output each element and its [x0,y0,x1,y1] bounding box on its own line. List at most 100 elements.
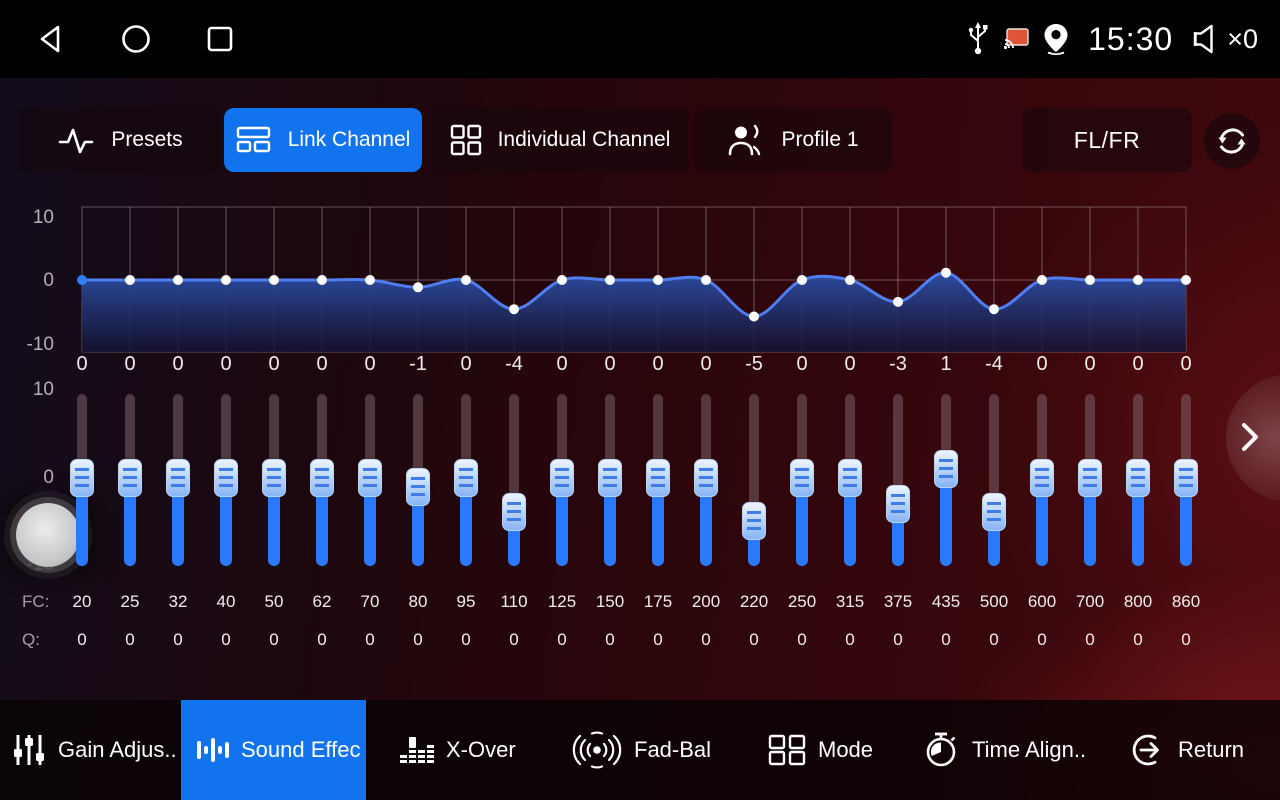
eq-gain-value: 0 [1180,353,1192,375]
eq-slider-thumb[interactable] [454,459,478,497]
eq-curve-point[interactable] [365,275,375,285]
eq-curve-point[interactable] [893,296,903,307]
eq-slider-thumb[interactable] [358,459,382,497]
eq-slider[interactable] [922,392,970,568]
channel-pair-button[interactable]: FL/FR [1022,108,1192,172]
eq-slider[interactable] [202,392,250,568]
eq-curve-point[interactable] [461,275,471,285]
eq-slider[interactable] [250,392,298,568]
eq-slider-thumb[interactable] [934,450,958,489]
eq-slider[interactable] [346,392,394,568]
eq-slider-thumb[interactable] [982,493,1006,532]
eq-slider[interactable] [154,392,202,568]
q-value: 0 [653,630,663,649]
eq-curve-point[interactable] [605,275,615,285]
eq-slider[interactable] [778,392,826,568]
fc-value: 70 [360,592,380,611]
chevron-right-icon[interactable] [1239,421,1261,453]
eq-slider[interactable] [538,392,586,568]
eq-slider-thumb[interactable] [1126,459,1150,497]
eq-slider-thumb[interactable] [166,459,190,497]
eq-slider[interactable] [874,392,922,568]
eq-curve-point[interactable] [1133,275,1143,285]
eq-curve-point[interactable] [1181,275,1191,285]
eq-slider-thumb[interactable] [310,459,334,497]
eq-curve-point[interactable] [221,275,231,285]
eq-slider-thumb[interactable] [70,459,94,497]
nav-sound-effect[interactable]: Sound Effec [181,700,366,800]
q-value: 0 [509,630,519,649]
eq-slider-thumb[interactable] [118,459,142,497]
eq-curve-point[interactable] [317,275,327,285]
eq-curve-point[interactable] [797,275,807,285]
nav-time-alignment[interactable]: Time Align.. [924,700,1086,800]
eq-curve-point[interactable] [653,275,663,285]
nav-mode[interactable]: Mode [768,700,873,800]
eq-slider-thumb[interactable] [886,484,910,523]
nav-x-over[interactable]: X-Over [398,700,516,800]
eq-slider[interactable] [730,392,778,568]
eq-curve-point[interactable] [1085,275,1095,285]
eq-slider[interactable] [1114,392,1162,568]
eq-slider-thumb[interactable] [1078,459,1102,497]
fc-row-label: FC: [22,592,50,611]
eq-slider[interactable] [970,392,1018,568]
eq-slider-thumb[interactable] [502,493,526,532]
nav-gain-adjust[interactable]: Gain Adjus.. [12,700,177,800]
tab-link-channel[interactable]: Link Channel [224,108,422,172]
eq-slider[interactable] [442,392,490,568]
eq-curve-point[interactable] [701,275,711,285]
eq-slider[interactable] [1066,392,1114,568]
eq-curve-point[interactable] [125,275,135,285]
fc-value: 20 [72,592,92,611]
eq-slider-thumb[interactable] [694,459,718,497]
eq-slider-thumb[interactable] [406,467,430,506]
eq-gain-value: 0 [1084,353,1096,375]
eq-slider-thumb[interactable] [1174,459,1198,497]
eq-slider[interactable] [634,392,682,568]
eq-slider[interactable] [394,392,442,568]
eq-slider[interactable] [58,392,106,568]
eq-slider-thumb[interactable] [646,459,670,497]
eq-curve-point[interactable] [941,267,951,278]
eq-slider[interactable] [682,392,730,568]
nav-fad-bal[interactable]: Fad-Bal [572,700,711,800]
tab-individual-channel[interactable]: Individual Channel [432,108,688,172]
eq-curve-point[interactable] [77,275,87,285]
eq-slider-thumb[interactable] [1030,459,1054,497]
eq-slider[interactable] [298,392,346,568]
home-icon[interactable] [120,23,152,55]
tab-presets[interactable]: Presets [18,108,222,172]
q-value: 0 [557,630,567,649]
eq-slider-thumb[interactable] [838,459,862,497]
eq-curve-chart[interactable] [0,200,1280,362]
eq-slider[interactable] [1018,392,1066,568]
eq-curve-point[interactable] [1037,275,1047,285]
back-icon[interactable] [36,23,66,55]
eq-slider[interactable] [1162,392,1210,568]
tab-label: Link Channel [287,128,411,151]
eq-curve-point[interactable] [269,275,279,285]
recents-icon[interactable] [206,23,234,55]
volume-knob[interactable] [16,503,80,567]
eq-slider-thumb[interactable] [742,501,766,540]
eq-slider-thumb[interactable] [262,459,286,497]
eq-slider-thumb[interactable] [598,459,622,497]
eq-slider[interactable] [490,392,538,568]
eq-curve-point[interactable] [413,282,423,293]
nav-return[interactable]: Return [1130,700,1244,800]
eq-slider-thumb[interactable] [550,459,574,497]
eq-slider[interactable] [586,392,634,568]
refresh-button[interactable] [1204,113,1260,169]
eq-curve-point[interactable] [749,311,759,322]
eq-slider-thumb[interactable] [214,459,238,497]
eq-slider[interactable] [106,392,154,568]
eq-curve-point[interactable] [989,304,999,315]
eq-curve-point[interactable] [845,275,855,285]
eq-slider-thumb[interactable] [790,459,814,497]
tab-profile[interactable]: Profile 1 [694,108,892,172]
eq-curve-point[interactable] [509,304,519,315]
eq-curve-point[interactable] [557,275,567,285]
eq-slider[interactable] [826,392,874,568]
eq-curve-point[interactable] [173,275,183,285]
